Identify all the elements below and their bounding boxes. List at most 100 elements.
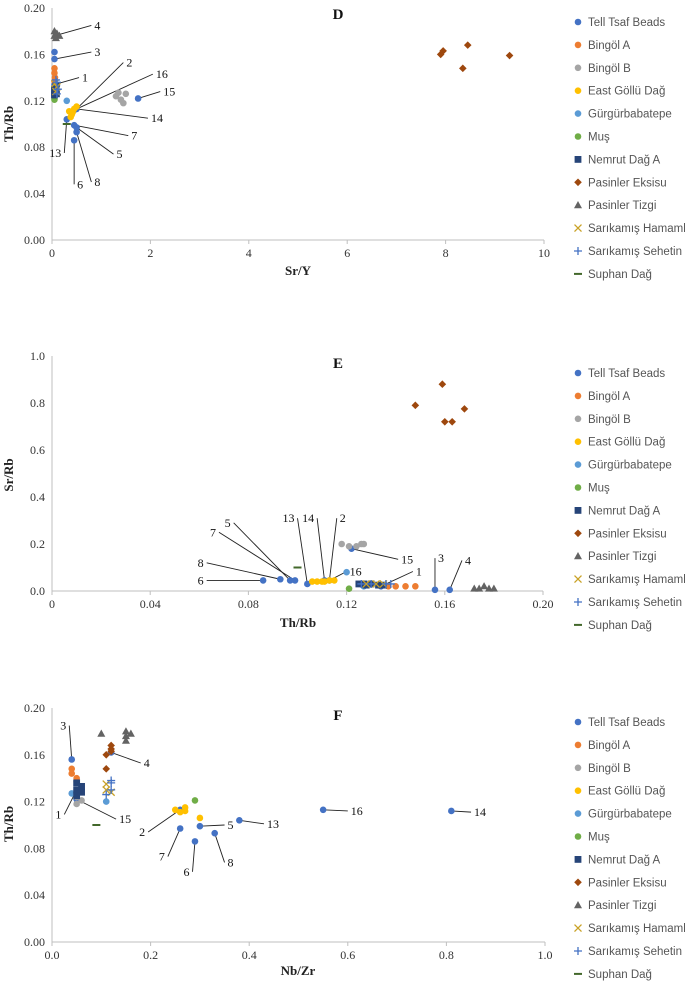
data-point: [319, 806, 327, 814]
data-point: [459, 64, 467, 73]
legend-marker: [574, 856, 582, 863]
data-point: [68, 756, 76, 763]
annotation-leader: [76, 73, 154, 110]
legend-label: East Göllü Dağ: [588, 437, 665, 449]
data-point: [277, 575, 284, 583]
data-point: [446, 586, 454, 594]
data-point: [102, 790, 111, 799]
legend-marker: [574, 484, 582, 491]
annotation-leader: [218, 531, 296, 581]
legend-label: Bingöl A: [588, 391, 631, 403]
data-point: [73, 779, 81, 787]
y-tick-label: 0.16: [24, 47, 45, 61]
annotation-leader: [54, 51, 92, 60]
x-tick-label: 2: [147, 246, 153, 260]
data-point: [360, 540, 368, 548]
x-axis-label: Th/Rb: [280, 615, 316, 630]
legend-marker: [574, 369, 582, 377]
data-point: [353, 543, 360, 550]
x-tick-label: 0.20: [533, 597, 554, 611]
legend-label: Gürgürbabatepe: [588, 460, 672, 472]
y-tick-label: 0.00: [24, 935, 45, 949]
legend-label: Bingöl A: [588, 740, 631, 752]
series-Bingöl B: [338, 540, 368, 550]
legend-label: Pasinler Eksisu: [588, 877, 667, 889]
data-point: [196, 822, 204, 830]
data-point: [331, 577, 338, 584]
data-point: [115, 89, 122, 96]
annotation-label: 8: [198, 556, 204, 570]
data-point: [438, 380, 447, 388]
x-tick-label: 0.0: [45, 948, 60, 962]
data-point: [102, 765, 111, 773]
y-axis-label: Sr/Rb: [1, 458, 16, 491]
series-Pasinler Eksisu: [102, 741, 115, 773]
data-point: [436, 50, 445, 59]
data-point: [107, 785, 116, 794]
y-tick-label: 1.0: [30, 349, 45, 363]
annotation-leader: [449, 560, 463, 590]
series-East Göllü Dağ: [308, 577, 338, 585]
y-tick-label: 0.12: [24, 795, 45, 809]
data-point: [343, 568, 350, 576]
data-point: [380, 581, 387, 589]
data-point: [480, 582, 489, 590]
series-Tell Tsaf Beads: [68, 749, 455, 845]
legend-marker: [574, 87, 582, 94]
x-tick-label: 0.16: [434, 597, 455, 611]
annotation-label: 1: [55, 807, 61, 821]
legend-label: Suphan Dağ: [588, 269, 652, 281]
series-Tell Tsaf Beads: [51, 48, 142, 144]
legend-label: Sarıkamış Hamamli: [588, 574, 685, 586]
data-point: [412, 583, 419, 590]
legend-marker: [574, 247, 582, 255]
legend-marker: [574, 392, 582, 400]
data-point: [357, 579, 366, 588]
y-tick-label: 0.20: [24, 1, 45, 15]
y-tick-label: 0.12: [24, 94, 45, 108]
legend: Tell Tsaf Beads Bingöl A Bingöl B East Göll…: [574, 17, 685, 281]
legend-label: Tell Tsaf Beads: [588, 717, 665, 729]
legend-label: Pasinler Eksisu: [588, 177, 667, 189]
annotation-label: 14: [151, 111, 163, 125]
data-point: [102, 785, 111, 794]
data-point: [338, 540, 345, 548]
data-point: [448, 807, 455, 815]
data-point: [107, 741, 115, 750]
series-Sarıkamış Sehetin: [51, 75, 62, 98]
y-tick-label: 0.20: [24, 701, 45, 715]
legend-marker: [574, 810, 582, 817]
annotation-label: 16: [350, 564, 362, 578]
annotation-label: 1: [82, 71, 88, 85]
annotation-leader: [74, 124, 129, 137]
panel-d: D Sr/Y Th/Rb Tell Tsaf Beads Bingöl A Bing…: [1, 1, 685, 281]
data-point: [176, 825, 184, 832]
data-point: [439, 47, 447, 55]
legend-label: Nemrut Dağ A: [588, 854, 661, 866]
data-point: [326, 577, 333, 584]
legend-label: Sarıkamış Hamamli: [588, 223, 685, 235]
panel-title: D: [333, 7, 344, 23]
data-point: [236, 817, 243, 824]
legend-marker: [574, 575, 582, 584]
data-point: [121, 736, 130, 744]
data-point: [375, 581, 382, 589]
annotation-label: 2: [340, 511, 346, 525]
data-point: [134, 95, 142, 102]
data-point: [73, 786, 81, 794]
series-Pasinler Tizgi: [97, 727, 135, 744]
x-tick-label: 0: [49, 597, 55, 611]
data-point: [73, 103, 80, 110]
x-tick-label: 1.0: [538, 948, 553, 962]
data-point: [73, 792, 81, 800]
legend-marker: [574, 598, 582, 606]
y-tick-label: 0.04: [24, 187, 45, 201]
data-point: [367, 579, 376, 588]
data-point: [73, 128, 80, 136]
legend-marker: [574, 833, 582, 840]
legend-label: Gürgürbabatepe: [588, 109, 672, 121]
data-point: [441, 418, 449, 426]
legend-marker: [574, 718, 582, 726]
annotation-label: 16: [351, 804, 363, 818]
data-point: [176, 808, 184, 816]
